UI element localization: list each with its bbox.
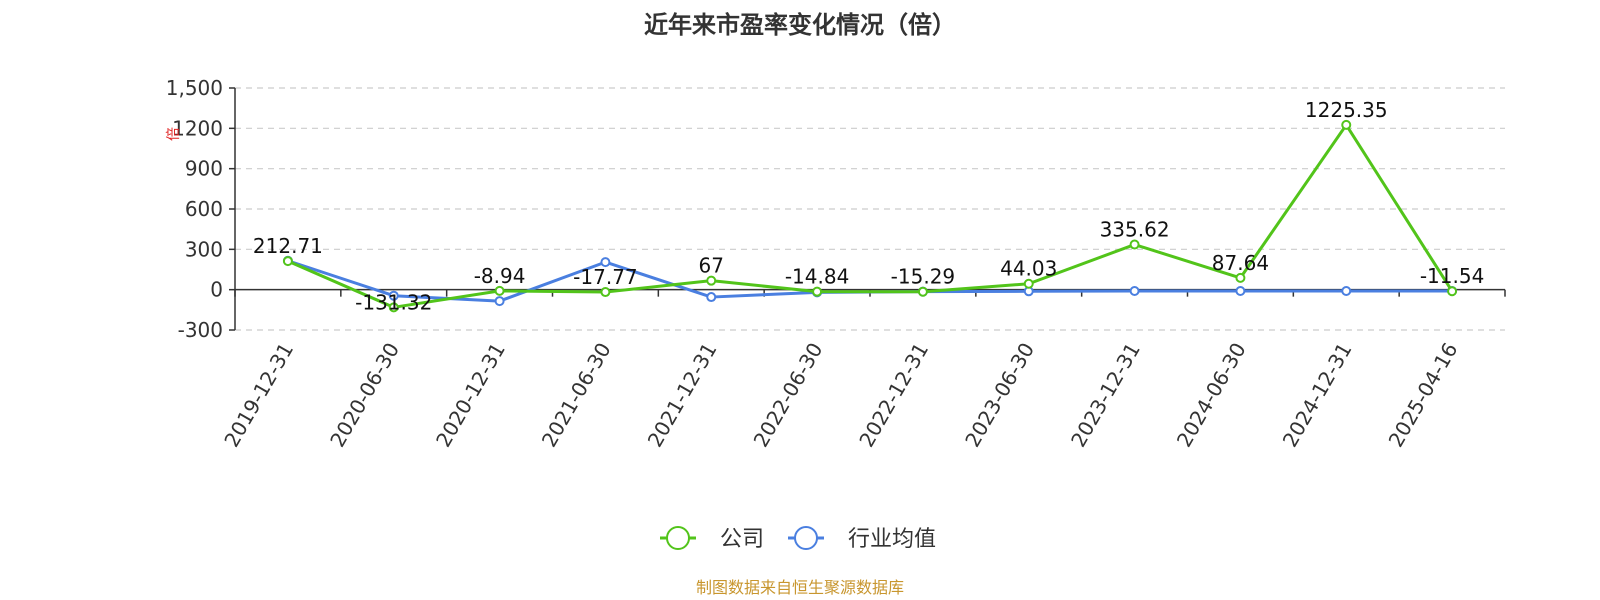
data-point[interactable] [600, 257, 611, 268]
chart-title: 近年来市盈率变化情况（倍） [644, 11, 956, 39]
y-tick-label: 0 [210, 278, 223, 302]
x-tick-label: 2023-06-30 [960, 339, 1039, 452]
data-point[interactable] [917, 286, 928, 297]
data-point[interactable] [600, 287, 611, 298]
data-point[interactable] [1341, 286, 1352, 297]
legend-item-company[interactable]: 公司 [660, 526, 764, 552]
x-tick-label: 2023-12-31 [1066, 339, 1145, 452]
data-point[interactable] [1235, 286, 1246, 297]
data-point[interactable] [494, 296, 505, 307]
series-lines [282, 119, 1458, 313]
series-line-company [287, 123, 1454, 309]
legend: 公司 行业均值 [660, 526, 936, 552]
x-tick-label: 2020-06-30 [325, 339, 404, 452]
y-tick-label: 1,500 [166, 76, 223, 100]
data-label: 1225.35 [1305, 98, 1388, 122]
data-source-note: 制图数据来自恒生聚源数据库 [696, 578, 904, 597]
data-label: -11.54 [1420, 264, 1484, 288]
data-label: 335.62 [1100, 218, 1170, 242]
data-label: -15.29 [891, 265, 955, 289]
data-point[interactable] [1129, 286, 1140, 297]
y-axis-ticks: -300 0 300 600 900 1200 1,500 [166, 76, 236, 342]
data-labels: 212.71 -131.32 -8.94 -17.77 67 -14.84 -15.29 44… [253, 98, 1484, 314]
data-label: 67 [699, 254, 724, 278]
y-tick-label: 600 [185, 197, 223, 221]
x-tick-label: 2020-12-31 [431, 339, 510, 452]
data-point[interactable] [706, 275, 717, 286]
y-tick-label: 1200 [172, 116, 223, 140]
data-label: -131.32 [355, 290, 432, 314]
data-point[interactable] [388, 290, 399, 301]
x-tick-label: 2021-12-31 [643, 339, 722, 452]
data-point[interactable] [1023, 278, 1034, 289]
data-label: -8.94 [474, 264, 526, 288]
data-point[interactable] [1129, 239, 1140, 250]
data-point[interactable] [812, 286, 823, 297]
legend-industry-marker [794, 526, 818, 550]
y-axis-unit-label: 倍 [166, 127, 182, 141]
data-label: 44.03 [1000, 257, 1057, 281]
grid-lines [235, 87, 1505, 331]
x-tick-label: 2024-12-31 [1278, 339, 1357, 452]
data-label: 212.71 [253, 234, 323, 258]
legend-item-industry-average[interactable]: 行业均值 [788, 526, 936, 552]
x-tick-label: 2022-06-30 [749, 339, 828, 452]
data-point[interactable] [1447, 286, 1458, 297]
data-point[interactable] [1235, 272, 1246, 283]
data-point[interactable] [1341, 119, 1352, 130]
data-point[interactable] [494, 285, 505, 296]
y-tick-label: -300 [178, 318, 223, 342]
x-tick-label: 2025-04-16 [1384, 339, 1463, 452]
data-point[interactable] [282, 256, 293, 267]
data-label: 87.64 [1212, 251, 1269, 275]
data-point[interactable] [706, 292, 717, 303]
x-tick-label: 2024-06-30 [1172, 339, 1251, 452]
data-label: -14.84 [785, 265, 849, 289]
data-label: -17.77 [573, 265, 637, 289]
x-tick-label: 2021-06-30 [537, 339, 616, 452]
y-tick-label: 300 [185, 237, 223, 261]
legend-industry-label: 行业均值 [848, 527, 936, 552]
y-tick-label: 900 [185, 157, 223, 181]
x-tick-label: 2019-12-31 [219, 339, 298, 452]
legend-company-label: 公司 [720, 527, 764, 552]
data-point[interactable] [388, 302, 399, 313]
legend-company-marker [666, 526, 690, 550]
x-tick-label: 2022-12-31 [854, 339, 933, 452]
